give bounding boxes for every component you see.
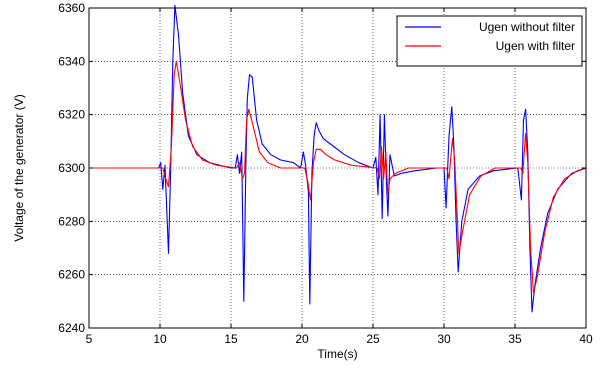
x-tick-label: 10: [153, 332, 167, 346]
y-tick-label: 6280: [58, 214, 85, 228]
legend-label-0: Ugen without filter: [479, 20, 575, 34]
y-tick-label: 6340: [58, 54, 85, 68]
series-group: [89, 4, 587, 313]
x-axis: 5 10 15 20 25 30 35 40: [86, 8, 593, 346]
x-tick-label: 25: [366, 332, 380, 346]
x-tick-label: 35: [508, 332, 522, 346]
y-axis: 6240 6260 6280 6300 6320 6340 6360: [58, 1, 586, 335]
x-tick-label: 5: [86, 332, 93, 346]
x-tick-label: 20: [295, 332, 309, 346]
series-line-1: [89, 60, 587, 294]
y-tick-label: 6360: [58, 1, 85, 15]
legend: Ugen without filter Ugen with filter: [396, 15, 583, 67]
x-tick-label: 30: [437, 332, 451, 346]
x-tick-label: 40: [579, 332, 593, 346]
legend-box: [396, 15, 583, 67]
y-tick-label: 6320: [58, 108, 85, 122]
y-tick-label: 6260: [58, 268, 85, 282]
x-axis-label: Time(s): [317, 347, 357, 361]
y-tick-label: 6240: [58, 321, 85, 335]
legend-label-1: Ugen with filter: [496, 39, 575, 53]
y-tick-label: 6300: [58, 161, 85, 175]
x-tick-label: 15: [224, 332, 238, 346]
y-axis-label: Voltage of the generator (V): [12, 94, 26, 241]
